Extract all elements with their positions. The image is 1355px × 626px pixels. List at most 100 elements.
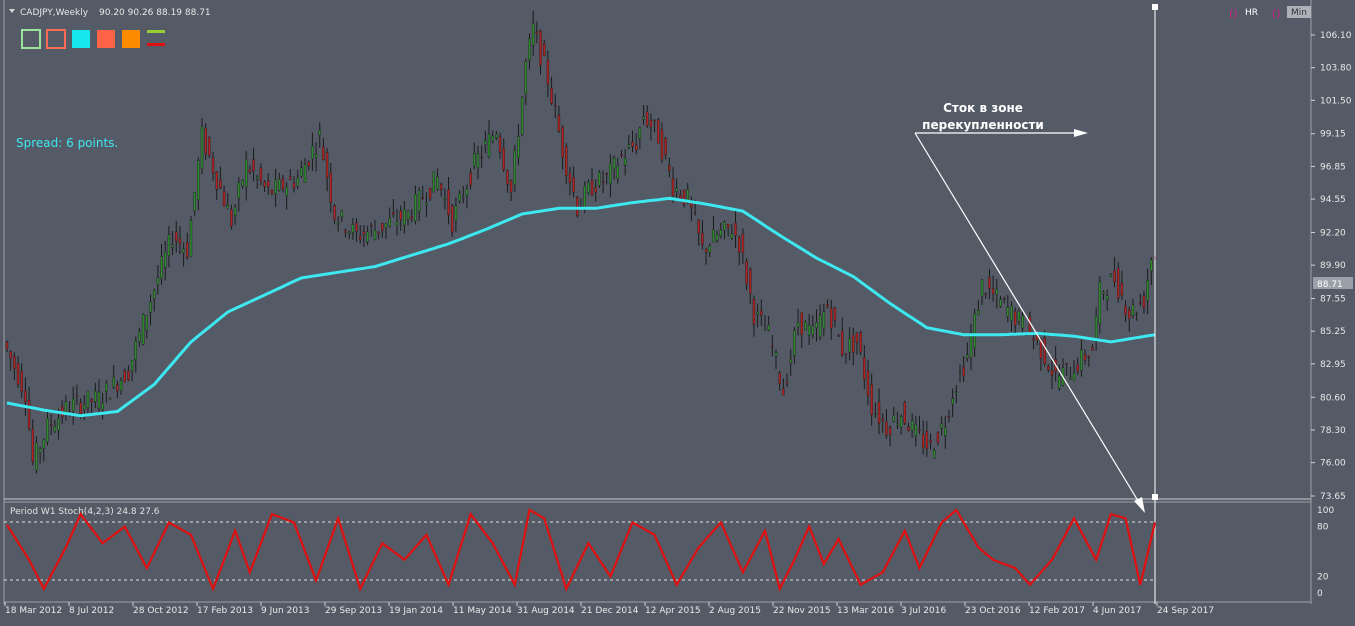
candle-body: [1069, 377, 1072, 380]
title-bar: CADJPY,Weekly 90.20 90.26 88.19 88.71: [9, 8, 211, 18]
chart-menu-triangle-icon[interactable]: [9, 9, 15, 13]
candle-body: [782, 388, 785, 396]
candle-body: [222, 191, 226, 207]
candle-body: [550, 88, 553, 104]
candle-body: [601, 181, 605, 184]
candle-body: [693, 212, 697, 214]
candle-body: [1013, 311, 1017, 326]
candle-body: [576, 197, 579, 216]
candle-body: [822, 311, 826, 329]
min-badge[interactable]: [1287, 6, 1311, 18]
time-tick-label: 23 Oct 2016: [965, 606, 1021, 616]
candle-body: [152, 290, 156, 299]
candle-body: [513, 150, 516, 186]
candle-body: [833, 307, 837, 322]
annotation-arrows[interactable]: [914, 129, 1145, 513]
hr-clock-icon: (): [1229, 7, 1238, 20]
candle-body: [1105, 295, 1109, 300]
candle-body: [296, 177, 299, 187]
candle-body: [403, 208, 406, 226]
shift-handle-bottom[interactable]: [1152, 494, 1158, 500]
candle-body: [866, 370, 870, 396]
candle-body: [712, 229, 715, 243]
candle-body: [123, 370, 126, 383]
candle-body: [528, 38, 531, 61]
tomato-square[interactable]: [97, 30, 115, 48]
outline-green-square[interactable]: [21, 29, 41, 49]
cyan-square[interactable]: [72, 30, 90, 48]
outline-red-square[interactable]: [46, 29, 66, 49]
candle-body: [359, 235, 362, 240]
candle-body: [325, 152, 329, 179]
price-tick-label: 103.80: [1320, 64, 1352, 74]
candle-body: [447, 189, 450, 216]
candle-body: [16, 362, 20, 385]
candle-body: [885, 421, 888, 436]
symbol-title: CADJPY,Weekly: [20, 8, 89, 18]
price-axis-panel: [1311, 0, 1355, 622]
candle-body: [789, 358, 792, 364]
candle-body: [1128, 309, 1131, 319]
candle-body: [241, 180, 244, 187]
shift-handle-top[interactable]: [1152, 4, 1158, 10]
time-tick-label: 31 Aug 2014: [517, 606, 575, 616]
orange-square[interactable]: [122, 30, 140, 48]
candle-body: [421, 197, 424, 199]
candle-body: [495, 134, 498, 139]
price-tick-label: 80.60: [1320, 393, 1346, 403]
candle-body: [263, 181, 266, 187]
candle-body: [991, 288, 995, 295]
candle-body: [738, 236, 741, 253]
candle-body: [587, 182, 590, 193]
candle-body: [38, 448, 42, 453]
candle-body: [439, 183, 443, 190]
candle-body: [1080, 349, 1083, 371]
candle-body: [506, 170, 509, 185]
candle-body: [42, 439, 46, 449]
candle-body: [999, 299, 1002, 307]
candle-body: [215, 171, 218, 190]
candle-body: [211, 157, 215, 174]
candle-body: [436, 176, 439, 190]
candle-body: [384, 223, 388, 228]
top-right-widget[interactable]: () HR () Min: [1229, 6, 1311, 20]
price-tick-label: 78.30: [1320, 426, 1346, 436]
candle-body: [1039, 338, 1043, 359]
time-tick-label: 28 Oct 2012: [133, 606, 189, 616]
candle-body: [417, 190, 421, 212]
candle-body: [484, 140, 487, 146]
candle-body: [101, 402, 104, 410]
candle-body: [774, 352, 778, 357]
time-tick-label: 29 Sep 2013: [325, 606, 382, 616]
candle-body: [815, 322, 818, 328]
time-tick-label: 8 Jul 2012: [69, 606, 114, 616]
candle-body: [502, 148, 505, 170]
time-tick-label: 11 May 2014: [453, 606, 512, 616]
candle-body: [399, 210, 402, 220]
candle-body: [329, 172, 333, 203]
candle-body: [612, 157, 616, 170]
price-axis-ticks: 106.10 103.80 101.50 99.15 96.85 94.55 92.20 89…: [1311, 31, 1352, 502]
candle-body: [988, 277, 991, 289]
candle-body: [557, 115, 561, 132]
candle-body: [741, 233, 745, 254]
candle-body: [565, 146, 568, 176]
candle-body: [520, 96, 524, 135]
candle-body: [1087, 356, 1090, 358]
candle-body: [649, 119, 653, 128]
candle-body: [347, 231, 351, 234]
annotation-diagonal-arrow[interactable]: [914, 132, 1144, 510]
candle-body: [1047, 365, 1050, 371]
candle-body: [535, 31, 539, 34]
time-tick-label: 17 Feb 2013: [197, 606, 253, 616]
line-style-icon[interactable]: [147, 30, 165, 46]
time-tick-label: 22 Nov 2015: [773, 606, 831, 616]
candle-body: [476, 153, 480, 168]
toolbar-swatches[interactable]: [21, 29, 165, 49]
stoch-tick-label: 100: [1317, 506, 1334, 516]
min-clock-icon: (): [1272, 7, 1281, 20]
candle-body: [646, 111, 649, 126]
